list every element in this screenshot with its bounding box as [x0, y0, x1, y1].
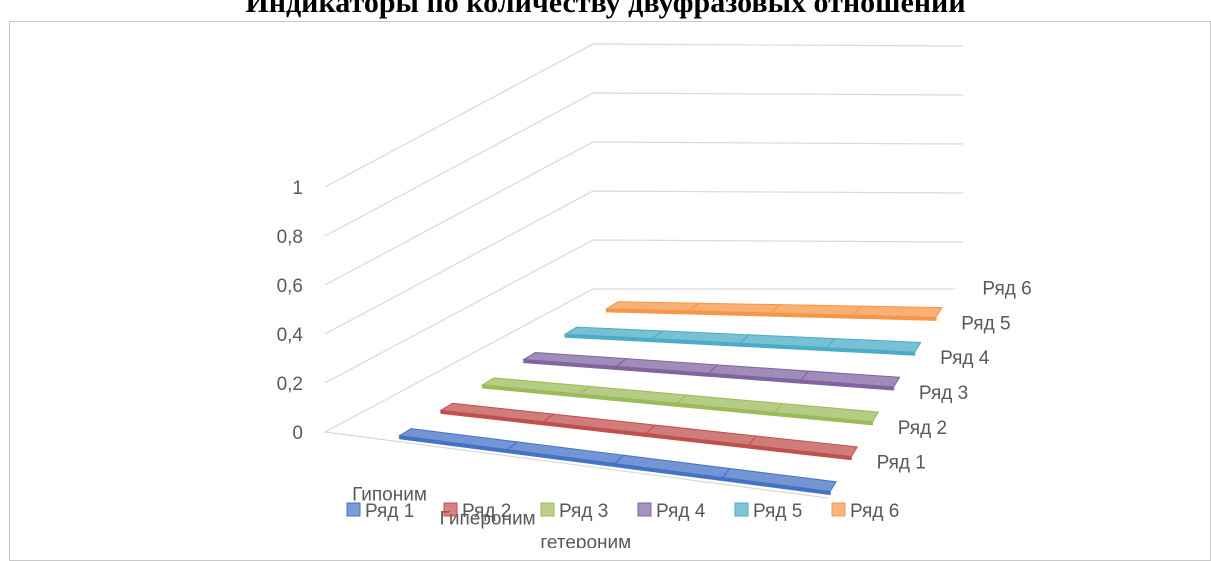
gridline	[324, 43, 964, 188]
bar	[578, 385, 688, 407]
gridline	[324, 92, 964, 237]
y-tick-label: 0,8	[277, 227, 303, 248]
bar	[542, 413, 656, 438]
bar	[800, 370, 901, 391]
chart-walls	[323, 288, 955, 499]
bar	[644, 424, 758, 449]
svg-text:Ряд 3: Ряд 3	[559, 501, 608, 522]
legend-item: Ряд 3	[540, 501, 608, 522]
y-tick-label: 0,4	[277, 325, 304, 346]
x-tick-label: Гипероним	[440, 509, 536, 530]
floor-edges	[323, 288, 955, 499]
bar	[505, 441, 625, 468]
depth-axis-label: Ряд 3	[919, 383, 968, 404]
bar	[480, 377, 592, 398]
y-tick-label: 0,2	[277, 374, 303, 395]
legend: Ряд 1 Ряд 2 Ряд 3 Ряд 4 Ряд 5 Ряд 6	[346, 501, 899, 522]
bar	[439, 402, 555, 426]
svg-text:Ряд 6: Ряд 6	[850, 501, 899, 522]
bar	[676, 394, 784, 417]
svg-text:Ряд 2: Ряд 2	[462, 501, 511, 522]
x-tick-label: Гипоним	[352, 484, 427, 505]
bar	[747, 435, 859, 461]
depth-axis-label: Ряд 4	[940, 348, 990, 369]
bar	[773, 403, 880, 426]
svg-text:Ряд 5: Ряд 5	[753, 501, 802, 522]
bar	[826, 338, 922, 356]
bar	[769, 304, 862, 319]
svg-text:Ряд 1: Ряд 1	[365, 501, 414, 522]
chart-bars	[398, 301, 943, 496]
x-tick-label: гетероним	[540, 533, 631, 548]
chart-title: Индикаторы по количеству двуфразовых отн…	[245, 0, 966, 19]
bar	[563, 326, 665, 343]
x-axis-labels: ГипонимГиперонимгетеронимсогипоним	[352, 484, 631, 548]
legend-item: Ряд 1	[346, 501, 414, 522]
bar	[721, 467, 837, 496]
y-axis-ticks: 0 0,2 0,4 0,6 0,8 1	[277, 178, 304, 444]
depth-axis-label: Ряд 5	[961, 313, 1010, 334]
y-tick-label: 0,6	[277, 276, 303, 297]
y-tick-label: 0	[292, 423, 303, 444]
legend-item: Ряд 6	[831, 501, 899, 522]
gridline	[324, 141, 964, 286]
bar	[614, 358, 719, 377]
bar	[687, 302, 782, 317]
bar	[522, 351, 628, 370]
legend-item: Ряд 2	[443, 501, 511, 522]
depth-axis-labels: Ряд 1 Ряд 2 Ряд 3 Ряд 4 Ряд 5 Ряд 6	[877, 278, 1032, 473]
depth-axis-label: Ряд 2	[898, 418, 947, 439]
bar	[651, 330, 750, 347]
bar	[852, 305, 943, 321]
bar	[613, 454, 731, 482]
svg-text:Ряд 4: Ряд 4	[656, 501, 706, 522]
depth-axis-label: Ряд 6	[982, 278, 1031, 299]
legend-item: Ряд 5	[734, 501, 802, 522]
bar	[707, 364, 810, 384]
gridline	[324, 239, 964, 384]
bar	[604, 301, 701, 315]
y-tick-label: 1	[292, 178, 303, 199]
gridlines	[324, 43, 964, 384]
chart-plot: 0 0,2 0,4 0,6 0,8 1 Ряд 1 Ряд 2 Ряд 3 Ряд 4 Ряд 5…	[277, 43, 1032, 548]
depth-axis-label: Ряд 1	[877, 453, 926, 474]
legend-item: Ряд 4	[637, 501, 706, 522]
bar	[738, 334, 836, 352]
gridline	[324, 190, 964, 335]
